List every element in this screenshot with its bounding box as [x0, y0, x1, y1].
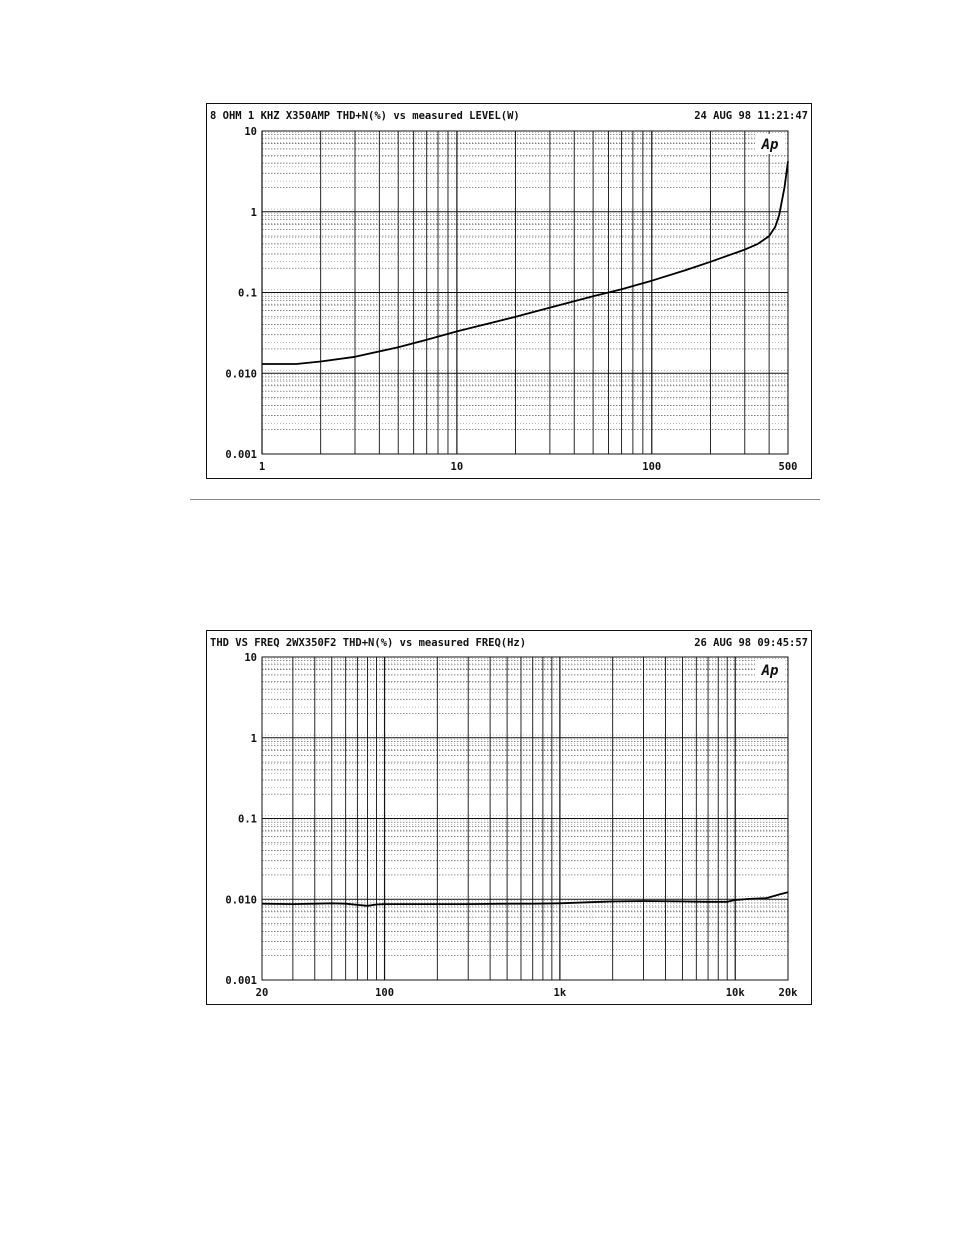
ap-badge: Ap: [761, 137, 779, 153]
thd-series-line: [262, 161, 789, 365]
y-tick-label: 0.001: [225, 975, 257, 987]
chart-timestamp: 26 AUG 98 09:45:57: [694, 637, 808, 649]
x-tick-label: 10: [451, 461, 464, 473]
y-tick-label: 1: [251, 733, 257, 745]
thd-vs-level-plot: 8 OHM 1 KHZ X350AMP THD+N(%) vs measured…: [210, 110, 808, 473]
x-tick-label: 1k: [554, 987, 567, 999]
x-tick-label: 100: [375, 987, 394, 999]
chart-timestamp: 24 AUG 98 11:21:47: [694, 110, 808, 122]
x-tick-label: 1: [259, 461, 265, 473]
thd-vs-frequency-chart: THD VS FREQ 2WX350F2 THD+N(%) vs measure…: [206, 630, 812, 1005]
grid: [261, 130, 789, 455]
plot-area-border: [261, 130, 789, 455]
y-tick-label: 1: [251, 207, 257, 219]
section-divider: [190, 499, 820, 500]
ap-badge-background: [755, 134, 785, 154]
y-tick-label: 0.010: [225, 894, 257, 906]
y-tick-label: 0.1: [238, 288, 257, 300]
chart-title: 8 OHM 1 KHZ X350AMP THD+N(%) vs measured…: [210, 110, 520, 122]
ap-badge-background: [755, 660, 785, 680]
thd-vs-frequency-plot: THD VS FREQ 2WX350F2 THD+N(%) vs measure…: [210, 637, 808, 999]
plot-area-border: [261, 656, 789, 981]
thd-series-line: [261, 891, 789, 907]
y-tick-label: 10: [244, 126, 257, 138]
y-tick-label: 0.1: [238, 814, 257, 826]
x-tick-label: 10k: [726, 987, 746, 999]
y-tick-label: 10: [244, 652, 257, 664]
x-tick-label: 500: [779, 461, 798, 473]
thd-vs-level-chart: 8 OHM 1 KHZ X350AMP THD+N(%) vs measured…: [206, 103, 812, 479]
x-tick-label: 20: [256, 987, 269, 999]
grid: [261, 656, 789, 981]
x-tick-label: 20k: [779, 987, 799, 999]
y-tick-label: 0.010: [225, 368, 257, 380]
chart-title: THD VS FREQ 2WX350F2 THD+N(%) vs measure…: [210, 637, 526, 649]
x-tick-label: 100: [642, 461, 661, 473]
y-tick-label: 0.001: [225, 449, 257, 461]
ap-badge: Ap: [761, 663, 779, 679]
